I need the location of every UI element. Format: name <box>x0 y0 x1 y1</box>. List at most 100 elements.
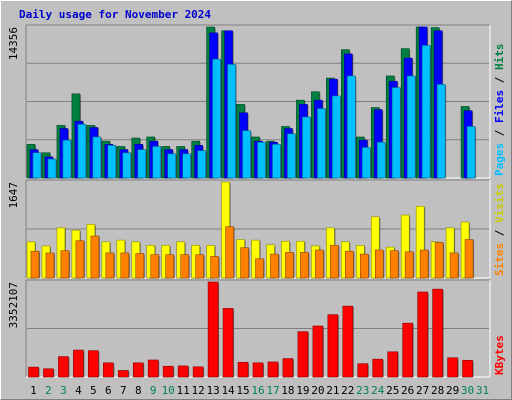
bar-kbytes-day-9 <box>147 359 159 378</box>
x-tick-label-27: 27 <box>416 384 429 397</box>
x-tick-label-31: 31 <box>476 384 489 397</box>
bar-kbytes-day-2 <box>43 368 54 378</box>
x-tick-label-8: 8 <box>135 384 142 397</box>
x-tick-label-23: 23 <box>356 384 369 397</box>
bar-sites-day-14 <box>225 226 234 279</box>
bar-kbytes-day-3 <box>58 356 69 378</box>
bar-pages-day-10 <box>167 153 177 179</box>
bar-sites-day-4 <box>75 240 85 279</box>
x-tick-label-16: 16 <box>251 384 264 397</box>
bar-pages-day-25 <box>391 87 401 179</box>
x-tick-label-11: 11 <box>177 384 190 397</box>
bar-pages-day-22 <box>347 75 356 179</box>
bar-sites-day-9 <box>150 254 160 279</box>
legend-separator: / <box>493 123 506 143</box>
bar-sites-day-11 <box>180 254 189 279</box>
bar-pages-day-30 <box>466 126 476 179</box>
bar-pages-day-28 <box>436 84 446 179</box>
legend-visits: Sites / Visits <box>493 183 506 276</box>
bar-sites-day-10 <box>165 254 175 279</box>
bar-sites-day-13 <box>210 256 219 279</box>
bar-kbytes-day-15 <box>237 361 249 378</box>
x-tick-label-24: 24 <box>371 384 385 397</box>
bar-pages-day-19 <box>302 116 311 179</box>
x-tick-label-26: 26 <box>401 384 414 397</box>
bar-kbytes-day-17 <box>267 361 279 378</box>
bar-pages-day-14 <box>227 64 236 179</box>
bar-pages-day-17 <box>272 144 281 179</box>
bar-sites-day-28 <box>434 242 444 279</box>
bar-sites-day-25 <box>389 250 399 279</box>
x-tick-label-19: 19 <box>296 384 309 397</box>
bar-pages-day-23 <box>361 147 371 179</box>
legend-item-hits: Hits <box>493 44 506 71</box>
bar-sites-day-27 <box>419 249 429 279</box>
bar-sites-day-21 <box>330 245 339 279</box>
bar-pages-day-20 <box>317 108 326 179</box>
bar-kbytes-day-30 <box>462 359 473 378</box>
x-tick-label-2: 2 <box>45 384 52 397</box>
bar-sites-day-3 <box>60 250 70 279</box>
legend-separator: / <box>493 223 506 243</box>
bar-kbytes-day-18 <box>282 358 294 378</box>
legend-kbytes: KBytes <box>493 335 506 375</box>
bar-kbytes-day-29 <box>447 357 458 378</box>
bar-pages-day-9 <box>152 146 162 179</box>
bar-sites-day-1 <box>30 250 40 279</box>
bar-pages-day-1 <box>32 152 42 179</box>
bar-sites-day-20 <box>315 249 324 279</box>
max-label-kbytes: 3352107 <box>7 282 20 328</box>
x-tick-label-1: 1 <box>30 384 37 397</box>
legend-item-pages: Pages <box>493 143 506 176</box>
bar-kbytes-day-16 <box>252 362 264 378</box>
bar-kbytes-day-26 <box>402 322 413 378</box>
bar-sites-day-24 <box>374 249 384 279</box>
bar-sites-day-19 <box>300 252 309 279</box>
bar-kbytes-day-24 <box>372 358 384 378</box>
bar-pages-day-4 <box>77 124 87 179</box>
bar-pages-day-2 <box>47 158 57 179</box>
bar-pages-day-27 <box>421 45 431 179</box>
bar-pages-day-13 <box>212 58 221 179</box>
x-tick-label-20: 20 <box>311 384 324 397</box>
bar-sites-day-2 <box>45 252 55 279</box>
legend-item-visits: Visits <box>493 183 506 223</box>
legend-separator: / <box>493 70 506 90</box>
bar-pages-day-11 <box>182 153 191 179</box>
x-tick-label-22: 22 <box>341 384 354 397</box>
bar-sites-day-12 <box>195 254 204 279</box>
bar-pages-day-24 <box>376 141 386 179</box>
legend-item-sites: Sites <box>493 243 506 276</box>
bar-sites-day-8 <box>135 253 145 279</box>
bar-sites-day-5 <box>90 235 100 279</box>
bar-kbytes-day-11 <box>177 365 189 378</box>
bar-pages-day-7 <box>122 152 132 179</box>
bar-pages-day-21 <box>332 95 341 179</box>
bar-sites-day-26 <box>404 251 414 279</box>
legend-hits: Pages / Files / Hits <box>493 44 506 177</box>
bar-sites-day-17 <box>270 253 279 279</box>
bar-sites-day-22 <box>345 250 354 279</box>
bar-kbytes-day-25 <box>387 351 399 378</box>
x-tick-label-21: 21 <box>326 384 339 397</box>
bar-kbytes-day-1 <box>28 366 39 378</box>
bar-sites-day-29 <box>449 252 459 279</box>
bar-kbytes-day-6 <box>103 362 114 378</box>
bar-pages-day-12 <box>197 150 206 179</box>
bar-kbytes-day-10 <box>162 365 174 378</box>
bar-pages-day-3 <box>62 139 72 179</box>
bar-pages-day-18 <box>287 133 296 179</box>
x-tick-label-9: 9 <box>150 384 157 397</box>
x-tick-label-28: 28 <box>431 384 444 397</box>
bar-pages-day-26 <box>406 75 416 179</box>
bar-kbytes-day-8 <box>132 362 144 378</box>
bar-sites-day-15 <box>240 247 249 279</box>
x-tick-label-30: 30 <box>461 384 474 397</box>
x-tick-label-25: 25 <box>386 384 399 397</box>
bar-kbytes-day-19 <box>297 331 309 378</box>
x-tick-label-5: 5 <box>90 384 97 397</box>
max-label-hits: 14356 <box>7 27 20 60</box>
bar-kbytes-day-7 <box>117 370 129 378</box>
